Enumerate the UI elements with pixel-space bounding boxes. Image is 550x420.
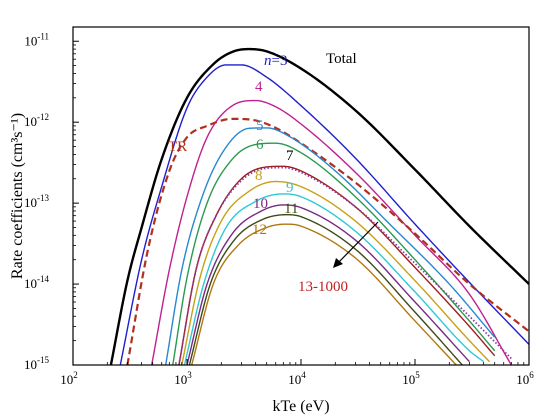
series-line-total (109, 47, 529, 365)
x-tick-label: 104 (288, 370, 306, 387)
series-line-3 (119, 64, 529, 365)
label-n4: 4 (255, 79, 263, 95)
y-tick-label: 10-11 (24, 31, 49, 48)
series-line-tr (126, 117, 529, 365)
annotation-arrow (336, 221, 379, 265)
y-tick-label: 10-13 (24, 193, 49, 210)
label-n12: 12 (252, 222, 267, 238)
x-tick-label: 103 (174, 370, 192, 387)
series-line-7 (178, 165, 496, 365)
annotation-arrowhead (333, 258, 343, 268)
series-line-8 (181, 180, 490, 365)
x-axis: 102 103 104 105 106 (60, 359, 534, 387)
series-line-6 (172, 142, 496, 365)
label-n8: 8 (255, 168, 263, 184)
label-n6: 6 (256, 137, 264, 153)
x-tick-label: 106 (516, 370, 534, 387)
series-line-9 (183, 193, 485, 365)
y-tick-label: 10-14 (24, 274, 49, 291)
series-line-13-1000 (178, 166, 512, 365)
series-line-11 (188, 213, 463, 365)
y-tick-label: 10-15 (24, 355, 49, 372)
series-line-5 (164, 127, 496, 365)
label-total: Total (326, 51, 357, 67)
label-n3: n=3 (264, 53, 287, 69)
x-axis-title: kTe (eV) (272, 398, 329, 415)
x-tick-label: 105 (402, 370, 420, 387)
series-line-10 (186, 204, 470, 365)
series-line-12 (191, 223, 457, 365)
label-n10: 10 (253, 196, 268, 212)
x-tick-label: 102 (60, 370, 78, 387)
label-tr: TR (168, 139, 187, 155)
series-layer (109, 47, 529, 365)
label-n9: 9 (286, 180, 294, 196)
series-line-4 (150, 99, 512, 365)
y-axis-title: Rate coefficients (cm³s⁻¹) (9, 113, 26, 279)
label-n5: 5 (256, 118, 264, 134)
label-13-1000: 13-1000 (298, 279, 348, 295)
y-tick-label: 10-12 (24, 112, 49, 129)
y-axis: 10-15 10-14 10-13 10-12 10-11 (24, 31, 79, 372)
label-n7: 7 (286, 148, 294, 164)
label-n11: 11 (284, 201, 298, 217)
